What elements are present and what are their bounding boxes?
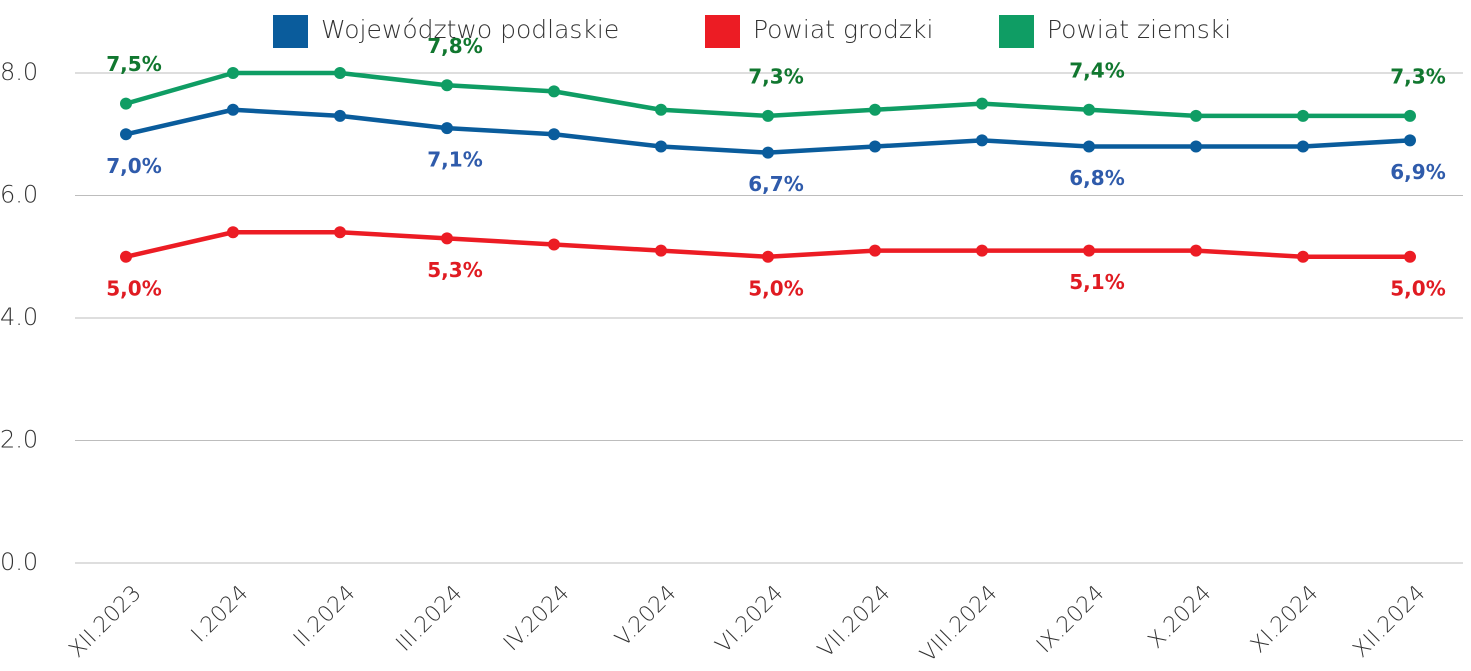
data-point (227, 226, 239, 239)
data-point (120, 97, 132, 110)
data-label: 7,8% (427, 34, 482, 58)
data-point (1083, 103, 1095, 116)
data-label: 7,3% (748, 64, 803, 88)
data-point (869, 244, 881, 257)
data-label: 5,1% (1069, 270, 1124, 294)
data-label: 7,3% (1390, 64, 1445, 88)
x-tick-label: IX.2024 (1032, 581, 1109, 658)
x-tick-label: XI.2024 (1246, 581, 1323, 658)
data-point (1083, 244, 1095, 257)
legend-label: Powiat ziemski (1047, 15, 1231, 44)
data-point (762, 250, 774, 263)
y-tick-label: 2.0 (0, 426, 38, 454)
data-point (441, 122, 453, 135)
legend-swatch (999, 15, 1034, 48)
x-tick-label: XII.2023 (64, 581, 146, 663)
data-point (548, 238, 560, 251)
data-point (1190, 140, 1202, 153)
data-point (334, 109, 346, 122)
data-point (1404, 109, 1416, 122)
data-label: 5,0% (748, 276, 803, 300)
x-tick-label: I.2024 (187, 581, 254, 648)
data-point (976, 97, 988, 110)
data-label: 5,0% (1390, 276, 1445, 300)
data-point (334, 67, 346, 79)
data-label: 6,9% (1390, 160, 1445, 184)
data-point (1404, 134, 1416, 147)
x-tick-label: II.2024 (289, 581, 360, 652)
data-point (548, 85, 560, 98)
data-point (1404, 250, 1416, 263)
data-point (762, 109, 774, 122)
data-point (441, 79, 453, 92)
data-point (1297, 250, 1309, 263)
data-label: 5,0% (106, 276, 161, 300)
y-tick-label: 4.0 (0, 303, 38, 331)
data-point (1190, 244, 1202, 257)
data-label: 6,8% (1069, 166, 1124, 190)
data-point (1297, 109, 1309, 122)
data-point (1083, 140, 1095, 153)
data-point (120, 250, 132, 263)
data-label: 7,0% (106, 154, 161, 178)
data-point (120, 128, 132, 141)
y-tick-label: 8.0 (0, 58, 38, 86)
legend-label: Województwo podlaskie (321, 15, 619, 44)
legend-label: Powiat grodzki (753, 15, 933, 44)
data-point (1297, 140, 1309, 153)
x-tick-label: IV.2024 (499, 581, 574, 656)
data-point (655, 244, 667, 257)
x-tick-label: XII.2024 (1348, 581, 1430, 663)
data-point (227, 103, 239, 116)
data-point (227, 67, 239, 79)
data-label: 6,7% (748, 172, 803, 196)
data-point (869, 140, 881, 153)
data-point (1190, 109, 1202, 122)
y-tick-label: 0.0 (0, 548, 38, 576)
y-tick-label: 6.0 (0, 181, 38, 209)
data-point (655, 103, 667, 116)
legend-swatch (705, 15, 740, 48)
data-point (655, 140, 667, 153)
data-label: 7,4% (1069, 58, 1124, 82)
x-tick-label: VI.2024 (711, 581, 788, 658)
data-point (976, 244, 988, 257)
data-label: 7,5% (106, 52, 161, 76)
data-point (441, 232, 453, 245)
data-label: 5,3% (427, 258, 482, 282)
x-tick-label: X.2024 (1144, 581, 1217, 654)
legend-swatch (273, 15, 308, 48)
x-tick-label: III.2024 (392, 581, 468, 657)
data-label: 7,1% (427, 148, 482, 172)
data-point (548, 128, 560, 141)
data-point (334, 226, 346, 239)
data-point (762, 146, 774, 159)
data-point (869, 103, 881, 116)
x-tick-label: V.2024 (611, 581, 682, 652)
x-tick-label: VIII.2024 (916, 581, 1003, 668)
x-tick-label: VII.2024 (813, 581, 895, 663)
data-point (976, 134, 988, 147)
